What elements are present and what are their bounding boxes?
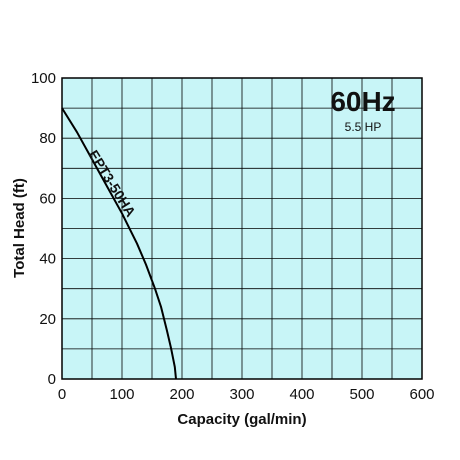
x-tick-label: 100 [109, 386, 134, 403]
series-line [61, 107, 177, 380]
series-lines [61, 107, 177, 380]
x-tick-label: 300 [229, 386, 254, 403]
frequency-label: 60Hz [330, 86, 395, 117]
x-axis-title: Capacity (gal/min) [177, 411, 306, 428]
y-tick-labels: 0 20 40 60 80 100 [31, 70, 56, 388]
grid-lines [62, 78, 422, 379]
x-tick-labels: 0 100 200 300 400 500 600 [58, 386, 435, 403]
x-tick-label: 200 [169, 386, 194, 403]
y-tick-label: 80 [39, 130, 56, 147]
x-tick-label: 400 [289, 386, 314, 403]
y-tick-label: 40 [39, 251, 56, 268]
y-axis-title: Total Head (ft) [11, 178, 28, 278]
x-tick-label: 0 [58, 386, 66, 403]
y-tick-label: 0 [48, 371, 56, 388]
plot-frame [61, 77, 423, 380]
x-tick-label: 500 [349, 386, 374, 403]
y-tick-label: 20 [39, 311, 56, 328]
y-tick-label: 100 [31, 70, 56, 87]
x-tick-label: 600 [409, 386, 434, 403]
y-tick-label: 60 [39, 190, 56, 207]
power-label: 5.5 HP [345, 120, 382, 134]
